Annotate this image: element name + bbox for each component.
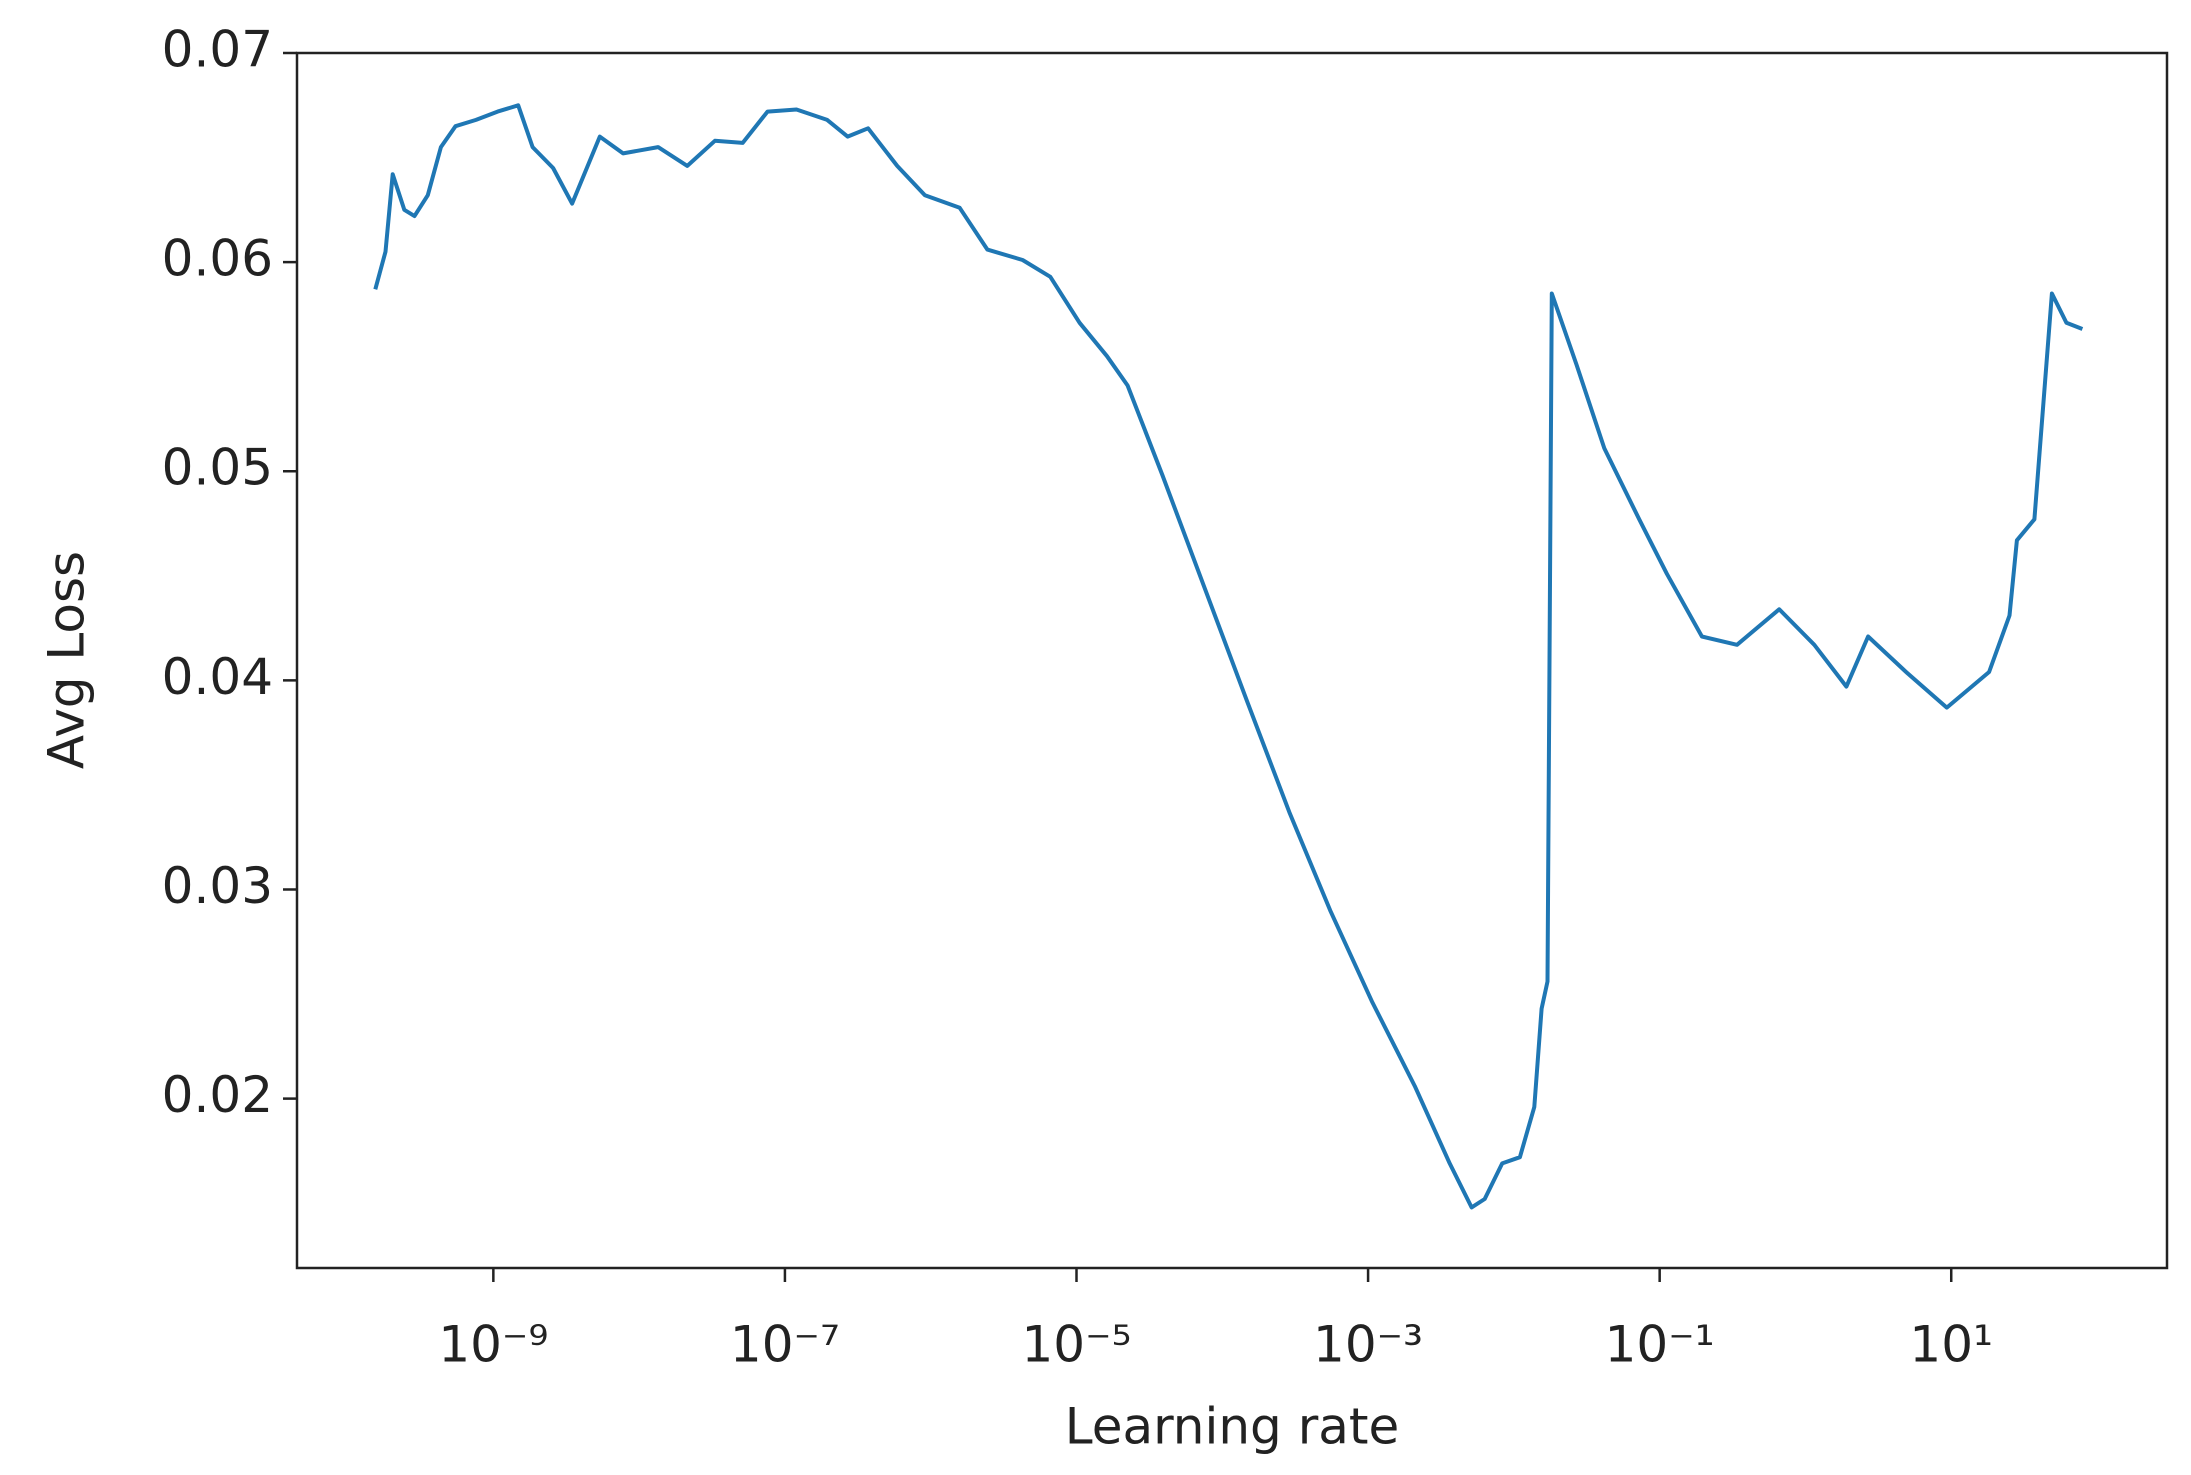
y-axis-label: Avg Loss: [38, 551, 96, 769]
plot-frame: [295, 51, 2169, 1270]
x-axis-label: Learning rate: [1065, 1398, 1400, 1456]
line: [373, 103, 2084, 1210]
x-tick-label: 10⁻¹: [1605, 1316, 1715, 1374]
x-tick-label: 10¹: [1909, 1316, 1993, 1374]
y-tick-label: 0.05: [162, 439, 273, 497]
x-tick-label: 10⁻⁷: [730, 1316, 840, 1374]
y-tick-label: 0.04: [162, 648, 273, 706]
x-tick-label: 10⁻⁹: [438, 1316, 548, 1374]
x-tick-label: 10⁻⁵: [1021, 1316, 1131, 1374]
y-tick-label: 0.03: [162, 857, 273, 915]
y-tick-label: 0.06: [162, 230, 273, 288]
x-tick-label: 10⁻³: [1313, 1316, 1423, 1374]
y-tick-label: 0.07: [162, 21, 273, 79]
y-tick-label: 0.02: [162, 1066, 273, 1124]
